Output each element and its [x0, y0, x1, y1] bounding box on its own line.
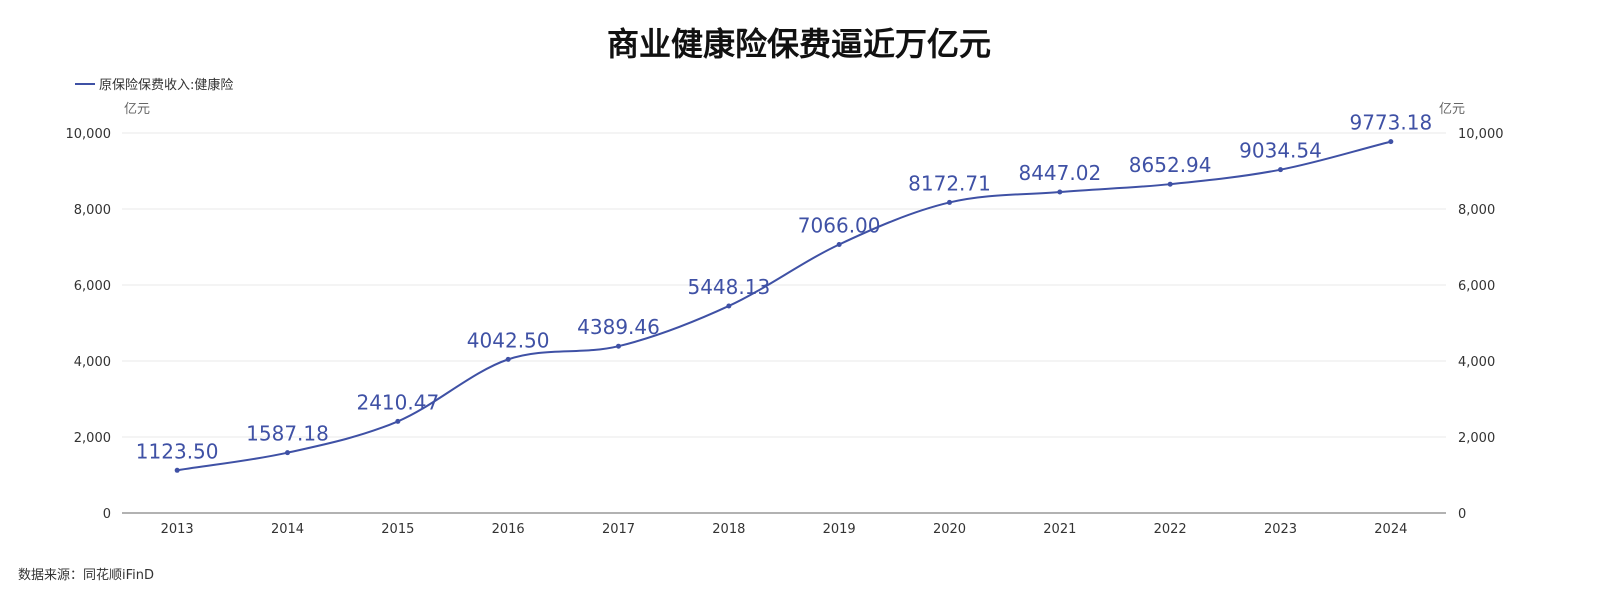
y-tick-label-right: 10,000	[1458, 127, 1504, 142]
data-label: 9773.18	[1349, 111, 1432, 135]
data-point	[616, 343, 621, 349]
y-tick-label-left: 2,000	[74, 431, 111, 446]
x-tick-label: 2023	[1264, 522, 1297, 537]
y-tick-label-right: 8,000	[1458, 203, 1495, 218]
data-label: 8447.02	[1018, 161, 1101, 185]
y-tick-label-left: 0	[103, 507, 111, 522]
x-axis-ticks: 2013 2014 2015 2016 2017 2018 2019 2020 2021 2022…	[161, 522, 1408, 537]
series-line	[177, 140, 1392, 472]
source-note: 数据来源：同花顺iFinD	[18, 567, 154, 583]
data-label: 8172.71	[908, 171, 991, 195]
y-tick-label-right: 4,000	[1458, 355, 1495, 370]
x-tick-label: 2022	[1154, 522, 1187, 537]
x-tick-label: 2018	[712, 522, 745, 537]
chart-title: 商业健康险保费逼近万亿元	[607, 25, 991, 63]
y-tick-label-right: 0	[1458, 507, 1466, 522]
data-label: 8652.94	[1129, 153, 1212, 177]
y-axis-unit-right: 亿元	[1439, 102, 1465, 117]
y-tick-label-left: 8,000	[74, 203, 111, 218]
x-tick-label: 2020	[933, 522, 966, 537]
legend-label: 原保险保费收入:健康险	[99, 77, 233, 93]
legend: 原保险保费收入:健康险	[75, 77, 233, 93]
y-tick-label-left: 4,000	[74, 355, 111, 370]
data-point	[505, 356, 511, 362]
y-tick-label-left: 10,000	[66, 127, 112, 142]
data-label: 2410.47	[356, 390, 439, 414]
y-axis-left-ticks: 0 2,000 4,000 6,000 8,000 10,000	[66, 127, 112, 522]
data-point	[1278, 167, 1283, 173]
data-point	[285, 450, 290, 456]
x-tick-label: 2024	[1374, 522, 1407, 537]
data-label: 1587.18	[246, 422, 329, 446]
y-axis-unit-left: 亿元	[124, 102, 150, 117]
data-point	[1057, 189, 1063, 195]
x-tick-label: 2021	[1043, 522, 1076, 537]
data-label: 9034.54	[1239, 139, 1322, 163]
x-tick-label: 2014	[271, 522, 304, 537]
data-labels: 1123.50 1587.18 2410.47 4042.50 4389.46 5448.…	[136, 111, 1432, 464]
x-tick-label: 2015	[381, 522, 414, 537]
x-tick-label: 2017	[602, 522, 635, 537]
data-point	[726, 303, 732, 309]
data-point	[947, 199, 952, 205]
data-label: 4042.50	[467, 328, 550, 352]
data-label: 4389.46	[577, 315, 660, 339]
data-points	[174, 139, 1394, 473]
data-point	[395, 418, 401, 424]
y-tick-label-left: 6,000	[74, 279, 111, 294]
data-point	[1388, 139, 1394, 145]
data-point	[836, 241, 842, 247]
y-tick-label-right: 2,000	[1458, 431, 1495, 446]
x-tick-label: 2019	[823, 522, 856, 537]
data-point	[174, 467, 180, 473]
x-tick-label: 2013	[161, 522, 194, 537]
y-tick-label-right: 6,000	[1458, 279, 1495, 294]
data-point	[1167, 181, 1173, 187]
x-tick-label: 2016	[492, 522, 525, 537]
gridlines	[122, 132, 1446, 438]
data-label: 1123.50	[136, 439, 219, 463]
y-axis-right-ticks: 0 2,000 4,000 6,000 8,000 10,000	[1458, 127, 1504, 522]
data-label: 5448.13	[687, 275, 770, 299]
data-label: 7066.00	[798, 213, 881, 237]
